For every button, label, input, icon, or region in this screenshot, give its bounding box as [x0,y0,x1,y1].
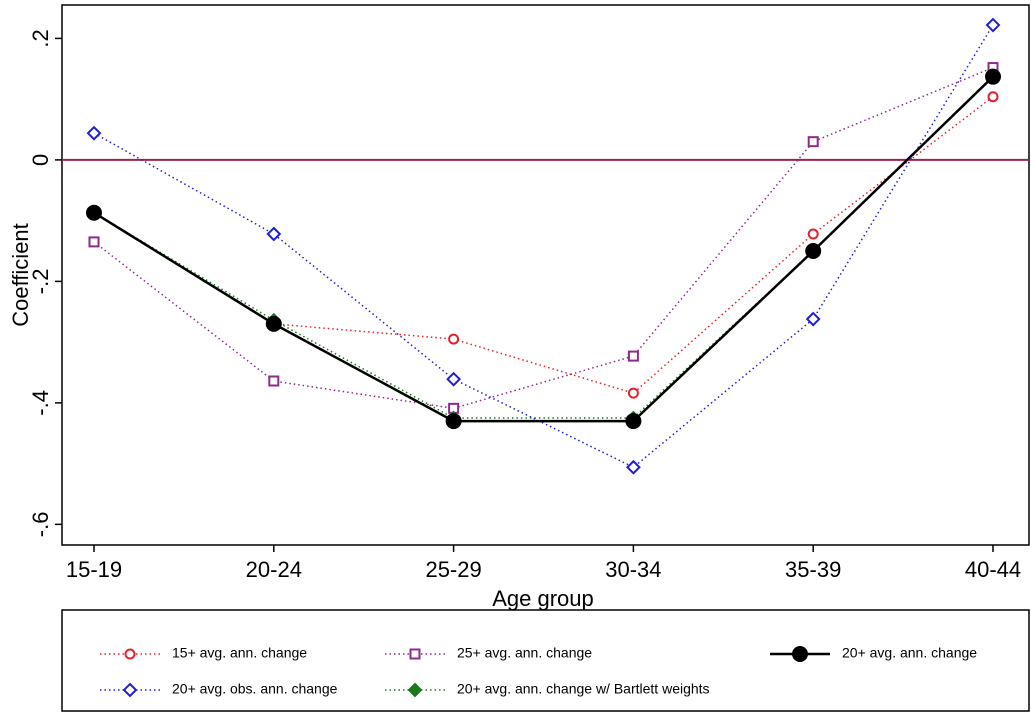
series-line [93,75,994,423]
x-tick-label: 15-19 [66,557,122,582]
y-tick-label: -.2 [28,269,53,295]
y-tick-label: 0 [28,154,53,166]
marker [409,648,421,660]
marker [124,648,136,660]
marker [805,311,821,327]
series-line [93,96,994,394]
marker [625,459,641,475]
marker [985,17,1001,33]
y-tick-label: -.4 [28,390,53,416]
y-axis-title: Coefficient [8,223,33,327]
legend-label: 25+ avg. ann. change [457,645,592,661]
legend-label: 20+ avg. obs. ann. change [172,681,338,697]
marker [807,136,819,148]
series-line [93,76,994,419]
marker [268,375,280,387]
marker [88,236,100,248]
legend-label: 15+ avg. ann. change [172,645,307,661]
marker [266,226,282,242]
legend-label: 20+ avg. ann. change w/ Bartlett weights [457,681,710,697]
marker [448,333,460,345]
x-tick-label: 20-24 [246,557,302,582]
y-tick-label: -.6 [28,512,53,538]
marker [807,228,819,240]
x-tick-label: 25-29 [425,557,481,582]
marker [627,387,639,399]
legend-frame [61,609,1030,712]
marker [792,646,808,662]
x-tick-label: 35-39 [785,557,841,582]
x-tick-label: 40-44 [965,557,1021,582]
series-line [93,24,994,469]
x-tick-label: 30-34 [605,557,661,582]
marker [122,682,138,698]
series-line [93,66,994,410]
marker [805,243,822,260]
plot-frame [61,4,1030,546]
marker [265,315,282,332]
marker [987,91,999,103]
marker [985,68,1001,85]
marker [86,204,102,221]
marker [446,371,462,387]
marker [625,413,642,430]
y-tick-label: .2 [28,29,53,47]
marker [627,350,639,362]
legend-label: 20+ avg. ann. change [842,645,977,661]
marker [407,682,423,698]
marker [445,413,462,430]
x-axis-title: Age group [492,586,594,611]
marker [86,125,102,141]
